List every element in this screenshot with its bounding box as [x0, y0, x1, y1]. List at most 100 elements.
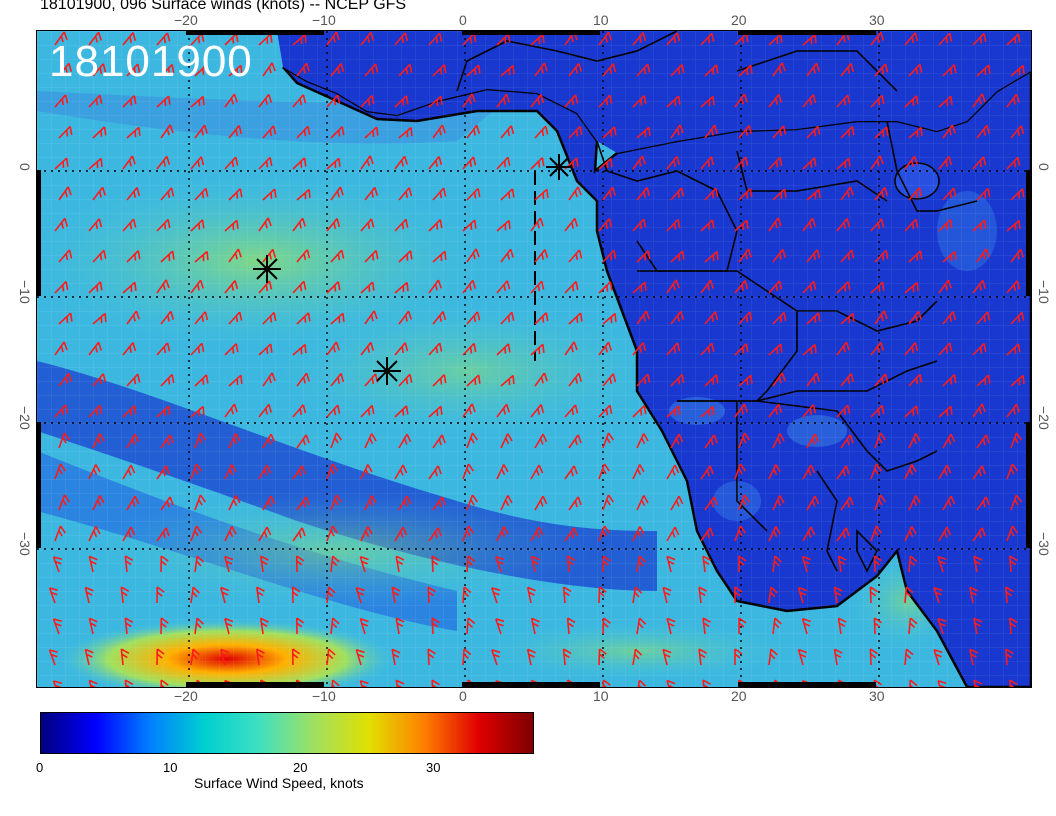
wind-barb [874, 63, 889, 77]
wind-barb [224, 526, 237, 542]
wind-barb [160, 434, 174, 449]
wind-barb [534, 495, 548, 511]
wind-barb [908, 63, 923, 77]
wind-barb [738, 125, 753, 139]
wind-barb [602, 373, 617, 387]
wind-barb [500, 248, 514, 263]
wind-barb [568, 372, 583, 387]
wind-barb [942, 495, 956, 511]
wind-barb [636, 617, 647, 635]
wind-barb [360, 464, 373, 480]
wind-barb [355, 648, 365, 666]
wind-barb [398, 433, 412, 449]
wind-barb [797, 648, 807, 666]
lon-tick-top: −10 [312, 12, 336, 28]
wind-barb [258, 403, 273, 418]
wind-barb [466, 248, 480, 263]
wind-barb [662, 648, 672, 666]
wind-barb [602, 494, 614, 511]
wind-barb [88, 281, 103, 294]
wind-barb [330, 617, 340, 635]
wind-barb [428, 219, 443, 232]
wind-barb [942, 64, 957, 77]
wind-barb [360, 281, 375, 294]
wind-barb [666, 95, 681, 108]
wind-barb [904, 95, 919, 108]
wind-barb [802, 280, 817, 294]
wind-barb [938, 95, 953, 108]
wind-barb [836, 157, 851, 170]
wind-barb [190, 405, 205, 418]
wind-barb [534, 312, 549, 325]
wind-barb [194, 250, 209, 263]
wind-barb [160, 373, 175, 387]
wind-barb [937, 556, 947, 573]
wind-barb [432, 250, 447, 263]
wind-barb [702, 555, 711, 573]
wind-barb [976, 248, 990, 263]
wind-barb [768, 403, 783, 418]
wind-barb [738, 617, 747, 634]
wind-barb [194, 432, 206, 449]
wind-barb [491, 587, 501, 604]
wind-barb [602, 432, 614, 449]
wind-barb [292, 465, 306, 480]
wind-barb [496, 343, 511, 356]
wind-barb [262, 311, 277, 325]
wind-barb [636, 187, 651, 201]
wind-barb [802, 217, 816, 232]
wind-barb [190, 525, 202, 542]
wind-barb [462, 403, 476, 418]
wind-barb [801, 555, 811, 573]
wind-barb [92, 126, 107, 139]
wind-barb [190, 463, 202, 480]
colorbar-tick: 0 [36, 760, 44, 775]
wind-barb [292, 280, 307, 294]
wind-barb [258, 526, 272, 542]
wind-barb [908, 373, 923, 387]
wind-barb [432, 434, 446, 449]
wind-barb [427, 648, 436, 666]
wind-barb [122, 155, 136, 170]
wind-barb [126, 495, 140, 511]
wind-barb [1010, 125, 1025, 139]
lon-tick-top: 20 [731, 12, 747, 28]
wind-barb [262, 62, 276, 77]
wind-barb [228, 248, 242, 263]
wind-barb [394, 281, 409, 294]
wind-barb [262, 188, 277, 201]
wind-barb [738, 374, 753, 387]
wind-barb [360, 155, 374, 170]
wind-barb [224, 33, 239, 46]
wind-barb [564, 527, 578, 542]
wind-barb [802, 404, 817, 418]
wind-barb [636, 495, 649, 511]
wind-barb [806, 62, 820, 77]
wind-barb [190, 648, 201, 666]
wind-barb [394, 95, 409, 108]
wind-barb [904, 586, 914, 604]
wind-barb [190, 586, 201, 604]
wind-barb [330, 432, 342, 449]
wind-barb [670, 433, 684, 449]
wind-barb [194, 374, 209, 387]
wind-barb [359, 679, 369, 687]
wind-barb [432, 311, 447, 325]
wind-barb [220, 586, 230, 604]
wind-barb [704, 124, 718, 139]
wind-barb [942, 124, 956, 139]
wind-barb [670, 495, 684, 511]
wind-barb [428, 279, 442, 294]
wind-barb [398, 187, 413, 201]
date-stamp: 18101900 [49, 37, 253, 86]
wind-barb [398, 495, 412, 511]
wind-barb [768, 526, 781, 542]
wind-barb [666, 405, 681, 418]
wind-barb [568, 312, 583, 325]
wind-barb [700, 465, 714, 480]
wind-barb [568, 496, 582, 511]
wind-barb [54, 341, 68, 356]
wind-barb [292, 33, 307, 46]
wind-barb [194, 555, 205, 573]
wind-barb [394, 218, 409, 232]
